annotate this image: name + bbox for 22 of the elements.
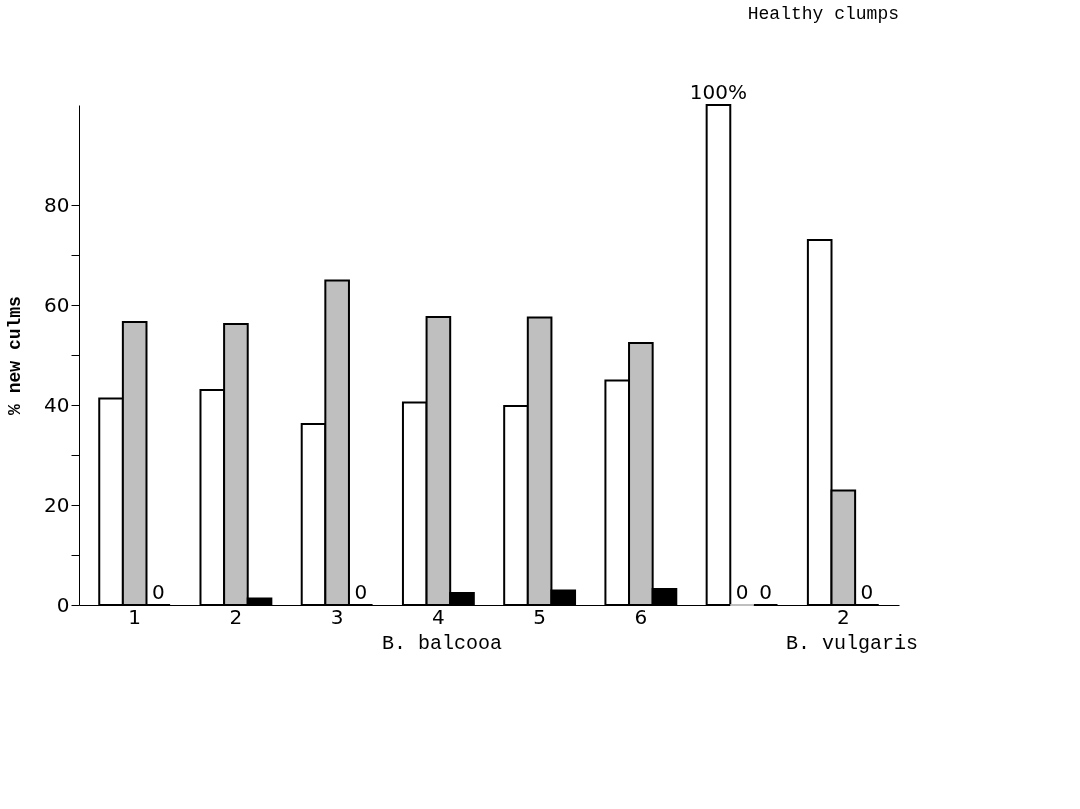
x-tick-label: 3 bbox=[330, 604, 344, 629]
x-tick-label: 1 bbox=[128, 604, 142, 629]
y-axis-title: % new culms bbox=[5, 296, 26, 415]
y-tick-label: 20 bbox=[44, 492, 70, 517]
x-tick-label: 5 bbox=[533, 604, 546, 629]
y-tick-label: 80 bbox=[44, 192, 70, 217]
text: B. balcooa bbox=[381, 632, 503, 655]
x-tick-label: 4 bbox=[432, 604, 445, 629]
data-label: 0 bbox=[735, 580, 749, 604]
x-tick-label: 2 bbox=[836, 604, 850, 629]
chart-title: Healthy clumps bbox=[747, 4, 899, 24]
x-tick-label: 2 bbox=[229, 604, 243, 629]
x-tick-label: 6 bbox=[634, 604, 648, 629]
text: B. vulgaris bbox=[785, 632, 919, 655]
data-label: 0 bbox=[151, 580, 165, 604]
y-tick-label: 40 bbox=[44, 392, 70, 417]
y-tick-label: 60 bbox=[44, 292, 70, 317]
data-label: 0 bbox=[354, 580, 368, 604]
data-label: 0 bbox=[759, 580, 773, 604]
data-label: 100% bbox=[689, 80, 748, 104]
data-label: 0 bbox=[860, 580, 874, 604]
y-tick-label: 0 bbox=[56, 592, 70, 617]
